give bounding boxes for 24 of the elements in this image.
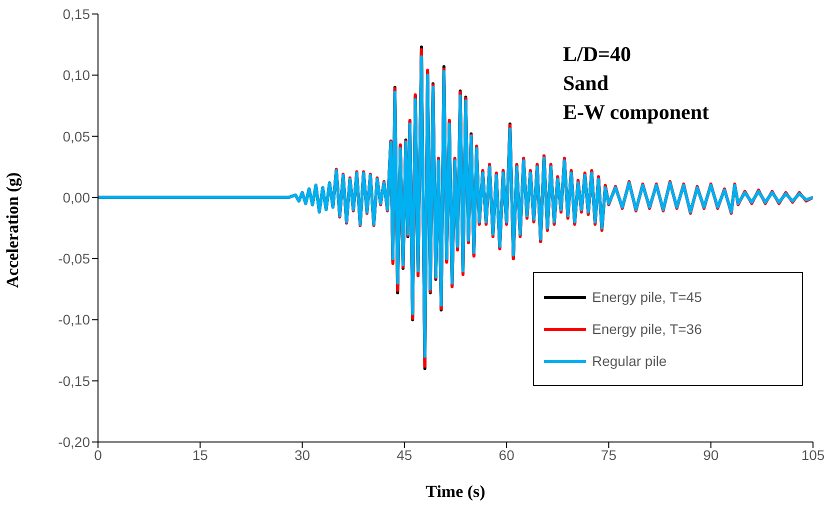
x-tick-label: 90 [703, 446, 719, 463]
annotation: Sand [563, 70, 610, 97]
x-tick-label: 105 [801, 446, 825, 463]
x-tick-label: 30 [294, 446, 310, 463]
y-tick-label: -0,20 [58, 434, 90, 450]
legend-label: Energy pile, T=45 [591, 288, 703, 307]
annotation: L/D=40 [563, 41, 632, 68]
legend-label: Regular pile [591, 352, 668, 371]
x-tick-label: 60 [498, 446, 515, 463]
y-tick-label: -0,10 [58, 312, 90, 328]
y-tick-label: -0,05 [58, 250, 90, 267]
y-tick-label: 0,00 [62, 189, 90, 206]
y-tick-label: 0,05 [62, 128, 90, 144]
legend-label: Energy pile, T=36 [591, 320, 703, 339]
annotation: E-W component [563, 99, 710, 126]
x-tick-label: 45 [396, 446, 412, 463]
y-tick-label: -0,15 [58, 372, 90, 389]
x-tick-label: 75 [600, 446, 617, 463]
x-tick-label: 0 [94, 446, 102, 463]
y-tick-label: 0,10 [62, 67, 90, 84]
x-axis-title: Time (s) [426, 482, 486, 501]
x-tick-label: 15 [192, 446, 208, 463]
y-tick-label: 0,15 [62, 6, 90, 22]
y-axis-title: Acceleration (g) [3, 172, 22, 288]
